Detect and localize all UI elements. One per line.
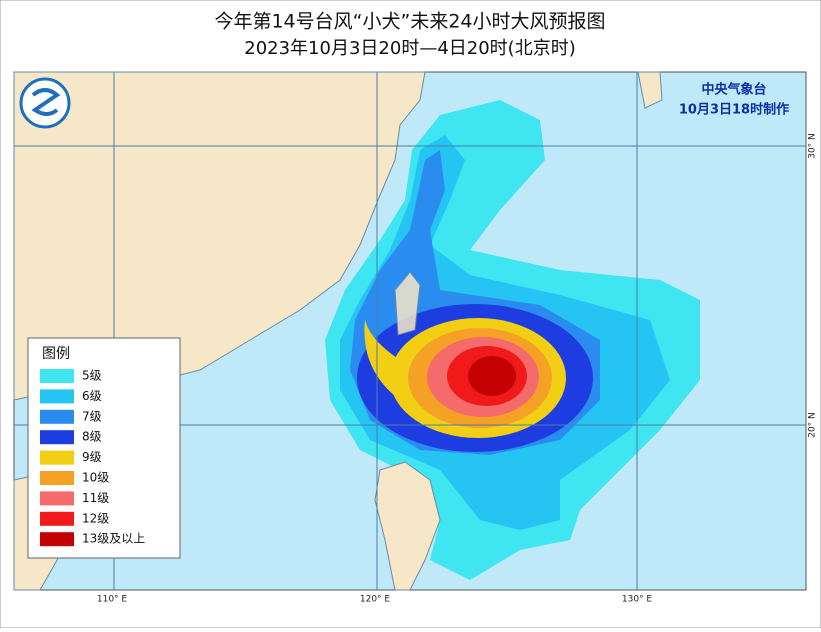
legend-swatch <box>40 450 74 465</box>
land-northeast <box>637 71 663 109</box>
legend-swatch <box>40 389 74 404</box>
lat-label: 20° N <box>808 412 818 438</box>
agency-name: 中央气象台 <box>701 82 766 98</box>
legend-label: 6级 <box>82 389 102 403</box>
taiwan <box>394 271 421 336</box>
legend: 图例 5级 6级 7级 8级 9级 10级 11级 12级 13级及以上 <box>27 337 181 559</box>
axis-labels: 110° E 120° E 130° E 30° N 20° N <box>97 133 818 604</box>
lon-label: 120° E <box>360 595 391 605</box>
issued-time: 10月3日18时制作 <box>679 102 789 118</box>
subtitle: 2023年10月3日20时—4日20时(北京时) <box>244 38 575 59</box>
legend-label: 12级 <box>82 511 109 525</box>
legend-label: 8级 <box>82 430 102 444</box>
legend-swatch <box>40 409 74 424</box>
legend-swatch <box>40 471 74 485</box>
legend-label: 10级 <box>82 471 109 485</box>
luzon <box>374 461 441 591</box>
legend-label: 7级 <box>82 409 102 423</box>
legend-label: 13级及以上 <box>82 532 145 546</box>
title: 今年第14号台风“小犬”未来24小时大风预报图 <box>214 11 605 33</box>
lon-label: 130° E <box>622 595 653 605</box>
legend-swatch <box>40 511 74 526</box>
legend-swatch <box>40 532 74 547</box>
legend-label: 9级 <box>82 450 102 464</box>
legend-swatch <box>40 430 74 445</box>
legend-label: 11级 <box>82 491 109 505</box>
lon-label: 110° E <box>97 595 128 605</box>
legend-swatch <box>40 369 74 383</box>
legend-swatch <box>40 491 74 506</box>
legend-title: 图例 <box>42 346 70 362</box>
wind-zones <box>325 100 700 580</box>
legend-label: 5级 <box>82 369 102 383</box>
wind-zone <box>468 356 516 396</box>
logo-mark <box>31 88 61 116</box>
lat-label: 30° N <box>808 133 818 159</box>
